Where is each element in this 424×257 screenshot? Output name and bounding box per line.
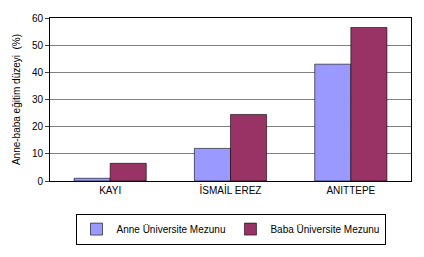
svg-text:10: 10	[32, 148, 44, 159]
svg-text:ANITTEPE: ANITTEPE	[326, 185, 375, 196]
svg-text:KAYI: KAYI	[99, 185, 121, 196]
svg-text:60: 60	[32, 13, 44, 24]
svg-text:50: 50	[32, 40, 44, 51]
svg-text:30: 30	[32, 94, 44, 105]
svg-text:Anne-baba eğitim düzeyi (%): Anne-baba eğitim düzeyi (%)	[11, 34, 22, 165]
svg-text:Anne Üniversite Mezunu: Anne Üniversite Mezunu	[117, 224, 226, 235]
svg-text:0: 0	[37, 176, 43, 187]
svg-text:İSMAİL EREZ: İSMAİL EREZ	[200, 184, 262, 196]
svg-text:40: 40	[32, 67, 44, 78]
svg-text:Baba Üniversite Mezunu: Baba Üniversite Mezunu	[270, 224, 379, 235]
svg-text:20: 20	[32, 121, 44, 132]
